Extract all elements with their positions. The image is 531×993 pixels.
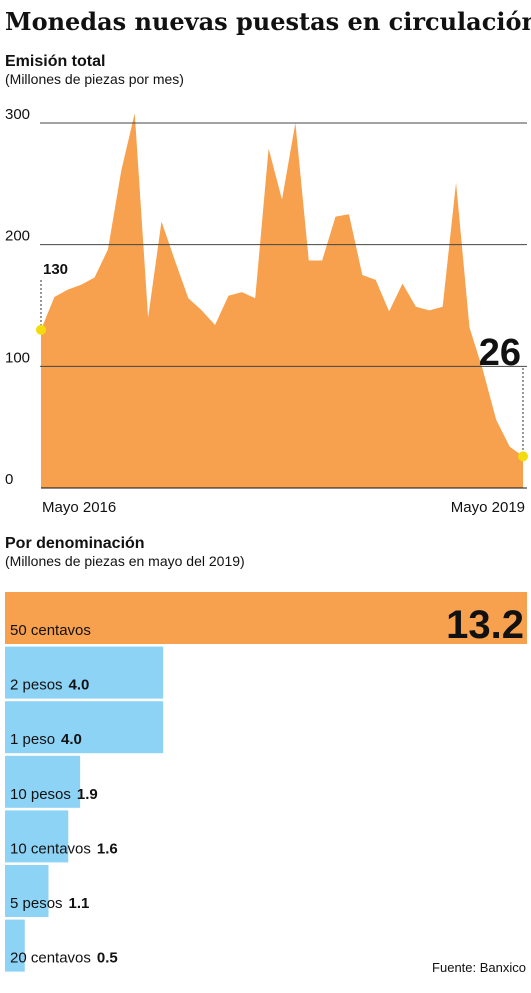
category-label: 20 centavos bbox=[10, 950, 91, 967]
category-label: 1 peso bbox=[10, 731, 55, 748]
bar-label: 10 pesos 1.9 bbox=[10, 786, 98, 803]
value-label: 0.5 bbox=[97, 950, 118, 967]
category-label: 50 centavos bbox=[10, 622, 91, 639]
chart-subtitle: (Millones de piezas en mayo del 2019) bbox=[5, 553, 245, 569]
value-label: 1.6 bbox=[97, 840, 118, 857]
x-tick-label: Mayo 2019 bbox=[451, 499, 525, 516]
bar bbox=[5, 701, 164, 754]
y-tick-label: 200 bbox=[5, 228, 30, 245]
point bbox=[36, 324, 46, 335]
category-label: 10 centavos bbox=[10, 840, 91, 857]
y-tick-label: 300 bbox=[5, 106, 30, 123]
category-label: 10 pesos bbox=[10, 786, 71, 803]
x-tick-label: Mayo 2016 bbox=[42, 499, 116, 516]
bar bbox=[5, 810, 69, 863]
value-label: 1.9 bbox=[77, 786, 98, 803]
value-label: 13.2 bbox=[446, 603, 524, 647]
category-label: 5 pesos bbox=[10, 895, 63, 912]
value-label: 4.0 bbox=[61, 731, 82, 748]
bar-label: 1 peso 4.0 bbox=[10, 731, 82, 748]
bar-label: 5 pesos 1.1 bbox=[10, 895, 89, 912]
bar bbox=[5, 919, 25, 972]
bar bbox=[5, 592, 527, 644]
bar bbox=[5, 865, 49, 917]
chart-subtitle: (Millones de piezas por mes) bbox=[5, 71, 184, 87]
chart-title: Por denominación bbox=[5, 535, 145, 552]
bar bbox=[5, 755, 81, 808]
y-tick-label: 100 bbox=[5, 349, 30, 366]
y-tick-label: 0 bbox=[5, 471, 13, 488]
value-label: 1.1 bbox=[69, 895, 90, 912]
page-title: Monedas nuevas puestas en circulación bbox=[5, 7, 531, 36]
bar-label: 2 pesos 4.0 bbox=[10, 677, 89, 694]
value-label: 130 bbox=[43, 261, 68, 278]
source: Fuente: Banxico bbox=[432, 960, 526, 975]
point bbox=[518, 451, 528, 462]
bar-label: 10 centavos 1.6 bbox=[10, 840, 118, 857]
chart-title: Emisión total bbox=[5, 53, 105, 70]
value-label: 4.0 bbox=[69, 677, 90, 694]
value-label: 26 bbox=[479, 332, 521, 374]
bar-label: 50 centavos bbox=[10, 622, 91, 639]
area bbox=[41, 113, 523, 489]
category-label: 2 pesos bbox=[10, 677, 63, 694]
bar-label: 20 centavos 0.5 bbox=[10, 950, 118, 967]
bar bbox=[5, 646, 164, 699]
